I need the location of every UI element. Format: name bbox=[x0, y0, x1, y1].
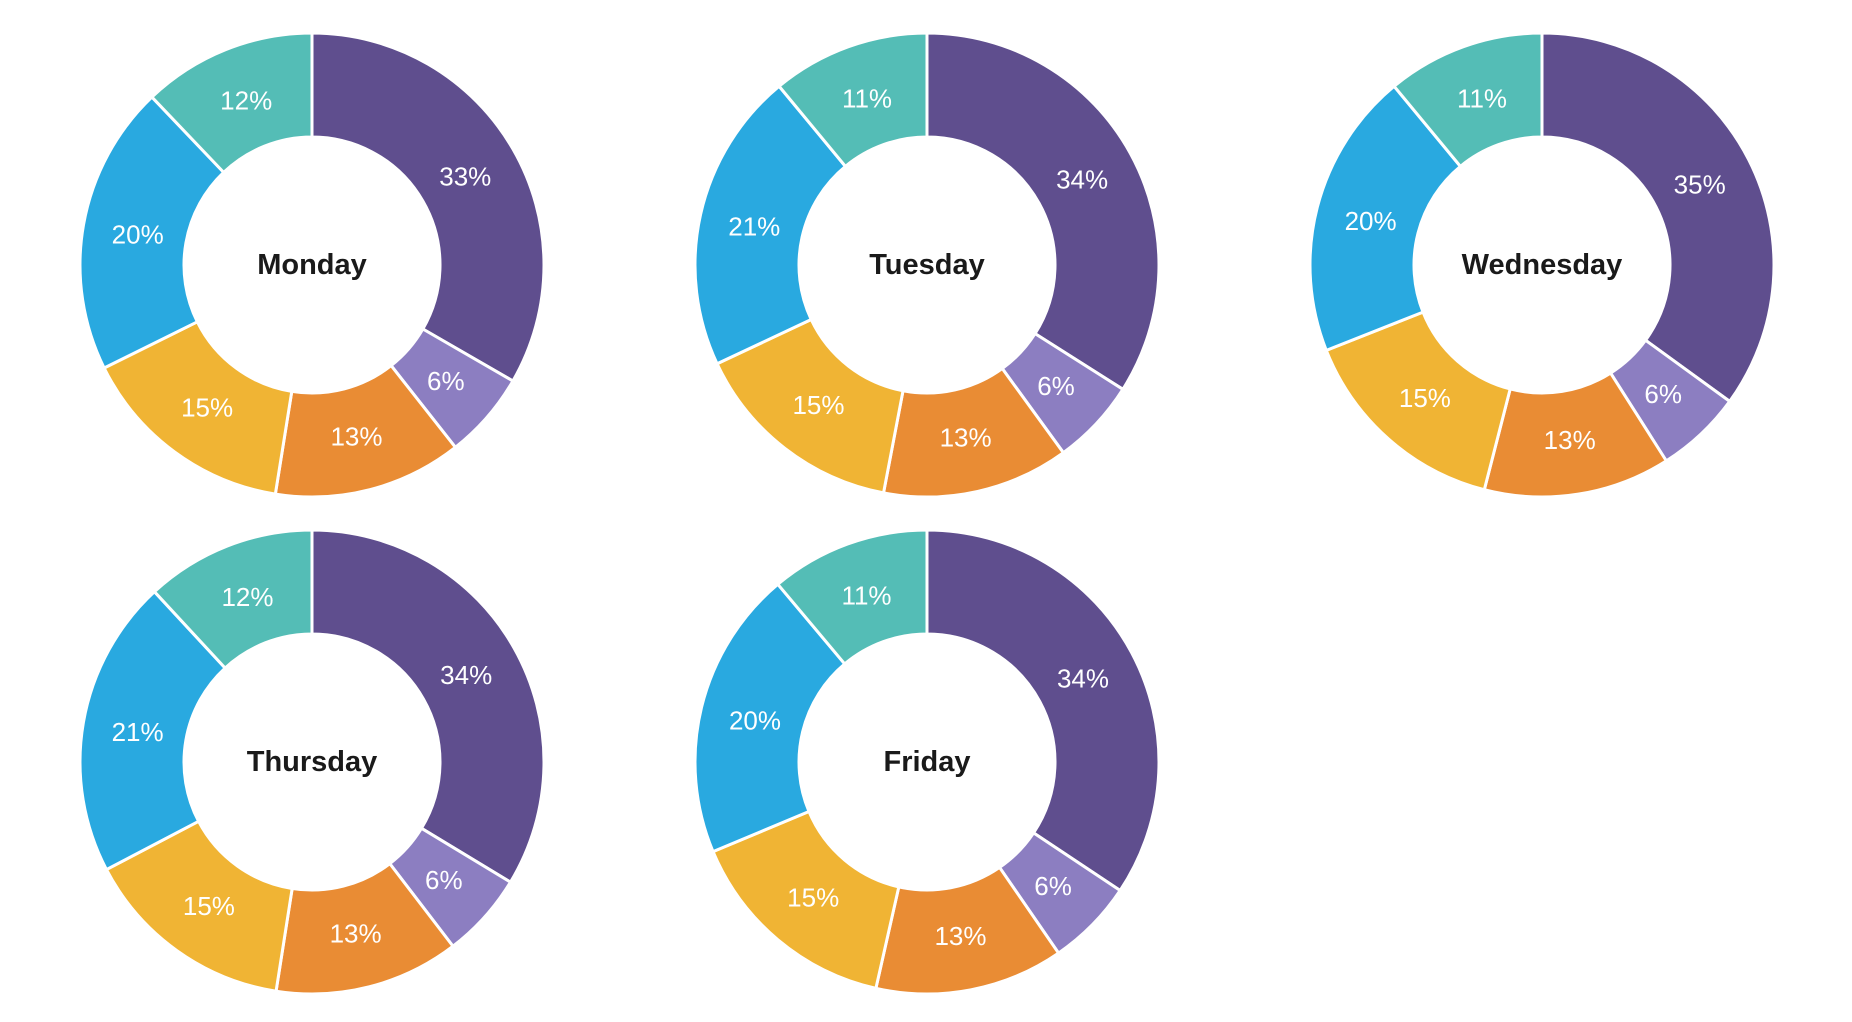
slice-label-tuesday-dark-purple: 34% bbox=[1056, 165, 1108, 195]
slice-label-friday-orange: 13% bbox=[934, 921, 986, 951]
slice-friday-dark-purple bbox=[925, 528, 1161, 893]
slice-monday-yellow bbox=[102, 320, 294, 496]
slice-thursday-dark-purple bbox=[310, 528, 546, 884]
slice-label-wednesday-teal: 11% bbox=[1457, 84, 1507, 114]
slice-tuesday-blue bbox=[693, 84, 847, 366]
slice-label-thursday-teal: 12% bbox=[221, 582, 273, 612]
slice-label-tuesday-teal: 11% bbox=[842, 84, 892, 114]
slice-label-friday-teal: 11% bbox=[841, 581, 891, 611]
slice-label-tuesday-orange: 13% bbox=[940, 423, 992, 453]
donut-svg-tuesday: 34% 6% 13% 15% 21% 11% Tuesday bbox=[693, 31, 1161, 499]
chart-title-wednesday: Wednesday bbox=[1462, 249, 1623, 281]
slice-label-thursday-yellow: 15% bbox=[183, 891, 235, 921]
slice-label-wednesday-yellow: 15% bbox=[1399, 383, 1451, 413]
donut-svg-thursday: 34% 6% 13% 15% 21% 12% Thursday bbox=[78, 528, 546, 996]
slice-thursday-blue bbox=[78, 590, 227, 872]
slice-label-wednesday-blue: 20% bbox=[1345, 206, 1397, 236]
slice-label-thursday-light-purple: 6% bbox=[425, 865, 463, 895]
slice-label-thursday-orange: 13% bbox=[330, 919, 382, 949]
slice-monday-dark-purple bbox=[310, 31, 546, 383]
slice-monday-blue bbox=[78, 95, 226, 370]
slice-friday-yellow bbox=[711, 809, 901, 990]
slice-label-thursday-blue: 21% bbox=[112, 717, 164, 747]
slice-tuesday-teal bbox=[777, 31, 929, 168]
slice-wednesday-teal bbox=[1392, 31, 1544, 168]
slice-label-tuesday-light-purple: 6% bbox=[1037, 371, 1075, 401]
slice-wednesday-yellow bbox=[1324, 310, 1512, 492]
slice-label-monday-light-purple: 6% bbox=[427, 366, 465, 396]
slice-label-tuesday-yellow: 15% bbox=[792, 390, 844, 420]
slice-label-monday-orange: 13% bbox=[330, 421, 382, 451]
slice-label-thursday-dark-purple: 34% bbox=[440, 660, 492, 690]
slice-label-friday-light-purple: 6% bbox=[1034, 871, 1072, 901]
slice-label-friday-blue: 20% bbox=[729, 705, 781, 735]
slice-wednesday-blue bbox=[1308, 84, 1462, 352]
donut-chart-wednesday: 35% 6% 13% 15% 20% 11% Wednesday bbox=[1297, 20, 1787, 510]
slice-friday-teal bbox=[776, 528, 929, 666]
chart-title-monday: Monday bbox=[257, 249, 367, 281]
slice-label-friday-dark-purple: 34% bbox=[1057, 663, 1109, 693]
chart-title-friday: Friday bbox=[883, 746, 970, 778]
slice-tuesday-dark-purple bbox=[925, 31, 1161, 391]
slice-friday-blue bbox=[693, 582, 847, 854]
chart-title-tuesday: Tuesday bbox=[869, 249, 985, 281]
donut-chart-monday: 33% 6% 13% 15% 20% 12% Monday bbox=[67, 20, 557, 510]
slice-monday-teal bbox=[150, 31, 314, 174]
donut-svg-wednesday: 35% 6% 13% 15% 20% 11% Wednesday bbox=[1308, 31, 1776, 499]
slice-label-monday-blue: 20% bbox=[112, 219, 164, 249]
donut-svg-monday: 33% 6% 13% 15% 20% 12% Monday bbox=[78, 31, 546, 499]
slice-label-monday-dark-purple: 33% bbox=[439, 162, 491, 192]
slice-label-wednesday-light-purple: 6% bbox=[1644, 379, 1682, 409]
slice-tuesday-yellow bbox=[715, 318, 905, 495]
slice-label-tuesday-blue: 21% bbox=[728, 211, 780, 241]
chart-title-thursday: Thursday bbox=[247, 746, 378, 778]
donut-chart-tuesday: 34% 6% 13% 15% 21% 11% Tuesday bbox=[682, 20, 1172, 510]
slice-wednesday-dark-purple bbox=[1540, 31, 1776, 403]
donut-chart-friday: 34% 6% 13% 15% 20% 11% Friday bbox=[682, 517, 1172, 1007]
slice-label-monday-teal: 12% bbox=[220, 86, 272, 116]
slice-label-wednesday-orange: 13% bbox=[1544, 425, 1596, 455]
slice-thursday-teal bbox=[152, 528, 314, 670]
donut-chart-thursday: 34% 6% 13% 15% 21% 12% Thursday bbox=[67, 517, 557, 1007]
donut-svg-friday: 34% 6% 13% 15% 20% 11% Friday bbox=[693, 528, 1161, 996]
slice-label-monday-yellow: 15% bbox=[181, 393, 233, 423]
slice-label-friday-yellow: 15% bbox=[787, 883, 839, 913]
slice-label-wednesday-dark-purple: 35% bbox=[1674, 170, 1726, 200]
slice-thursday-yellow bbox=[104, 819, 294, 993]
